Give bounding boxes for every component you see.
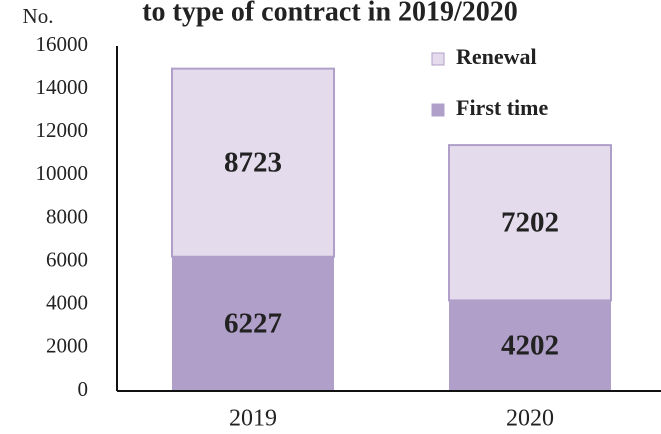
y-tick-label: 0 (78, 377, 89, 401)
y-tick-label: 14000 (36, 75, 89, 99)
y-tick-label: 6000 (46, 247, 88, 271)
y-axis-label: No. (23, 4, 54, 28)
x-tick-label: 2019 (229, 406, 277, 432)
legend-swatch (431, 103, 445, 117)
data-label: 6227 (224, 308, 282, 340)
y-tick-label: 8000 (46, 204, 88, 228)
y-tick-label: 2000 (46, 334, 88, 358)
legend-label: Renewal (456, 44, 537, 69)
data-label: 4202 (501, 329, 559, 361)
data-label: 8723 (224, 146, 282, 178)
legend-swatch (431, 52, 445, 66)
bar-segment (448, 144, 612, 302)
y-tick-label: 10000 (36, 161, 89, 185)
legend-label: First time (456, 95, 548, 120)
x-tick-label: 2020 (506, 406, 554, 432)
y-tick-label: 12000 (36, 118, 89, 142)
bar-segment (449, 300, 611, 391)
y-tick-label: 16000 (36, 32, 89, 56)
data-label: 7202 (501, 206, 559, 238)
chart-title: to type of contract in 2019/2020 (142, 0, 518, 27)
bar-segment (172, 256, 334, 391)
bar-segment (171, 67, 335, 258)
y-tick-label: 4000 (46, 291, 88, 315)
